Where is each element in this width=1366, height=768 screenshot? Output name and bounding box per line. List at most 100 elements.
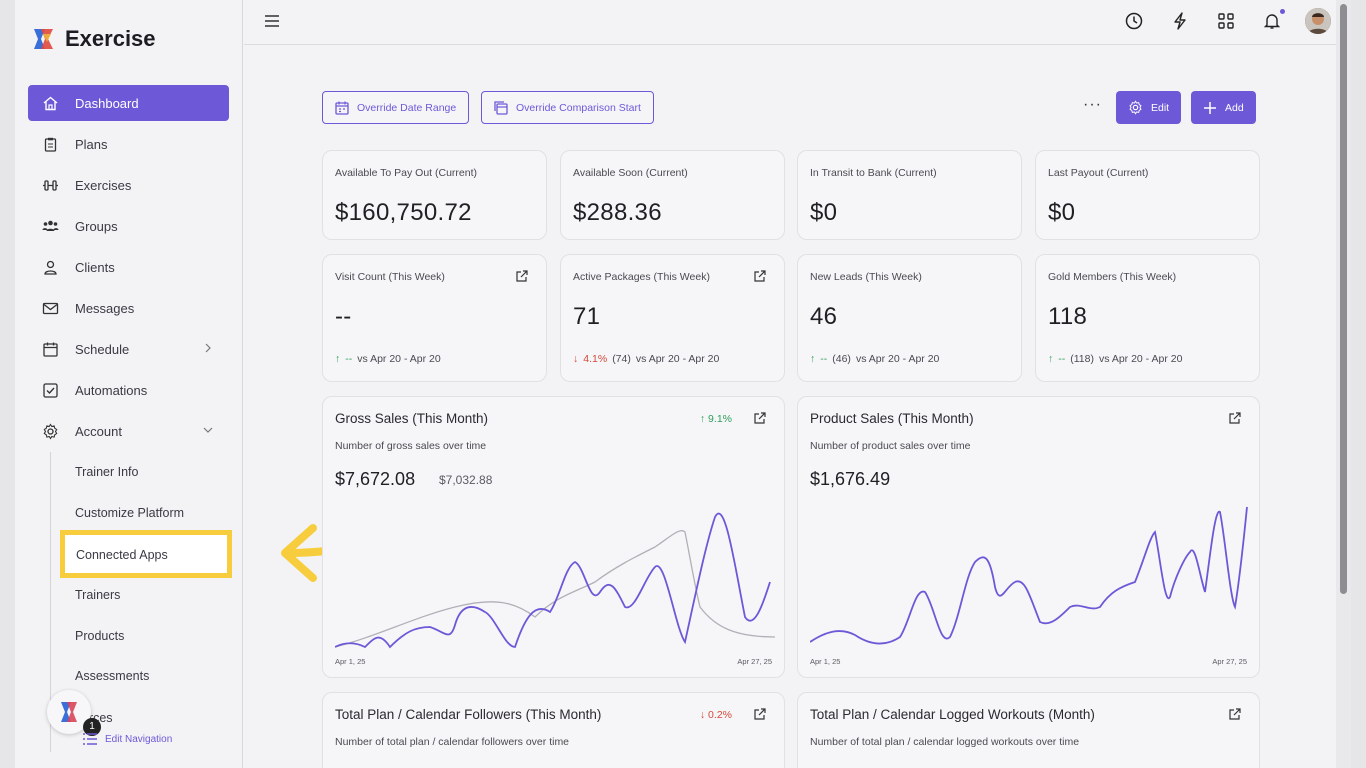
trend-row: ↑ -- (118) vs Apr 20 - Apr 20 <box>1048 353 1182 365</box>
chart-title: Product Sales (This Month) <box>810 411 974 426</box>
sidebar-item-groups[interactable]: Groups <box>28 208 229 244</box>
more-options-button[interactable]: ··· <box>1083 96 1102 113</box>
sidebar-item-automations[interactable]: Automations <box>28 372 229 408</box>
x-axis-end: Apr 27, 25 <box>737 657 772 666</box>
stat-card: Available Soon (Current) $288.36 <box>560 150 785 240</box>
sidebar-item-label: Clients <box>75 259 115 275</box>
trend-range: vs Apr 20 - Apr 20 <box>635 353 720 365</box>
sidebar-subitem-products[interactable]: Products <box>75 629 125 643</box>
list-icon <box>83 733 97 745</box>
stat-value: 118 <box>1048 303 1088 330</box>
add-button[interactable]: Add <box>1191 91 1256 124</box>
notification-badge: 1 <box>83 718 101 736</box>
sidebar-item-label: Automations <box>75 382 148 398</box>
arrow-up-icon: ↑ <box>1048 353 1054 365</box>
stat-value: $0 <box>1048 199 1076 226</box>
trend-row: ↑ -- vs Apr 20 - Apr 20 <box>335 353 441 365</box>
help-logo-icon <box>61 702 77 722</box>
arrow-up-icon: ↑ <box>335 353 341 365</box>
dumbbell-icon <box>42 177 59 194</box>
scrollbar[interactable] <box>1336 0 1351 768</box>
trend-range: vs Apr 20 - Apr 20 <box>1098 353 1183 365</box>
logged-workouts-card: Total Plan / Calendar Logged Workouts (M… <box>797 692 1260 768</box>
chart-title: Total Plan / Calendar Followers (This Mo… <box>335 707 602 722</box>
sidebar-item-label: Groups <box>75 218 118 234</box>
external-link-icon[interactable] <box>1228 412 1241 425</box>
button-label: Edit <box>1151 101 1170 114</box>
app-name: Exercise <box>65 26 156 51</box>
chart-compare-value: $7,032.88 <box>439 473 493 487</box>
external-link-icon[interactable] <box>753 412 766 425</box>
chart-subtitle: Number of gross sales over time <box>335 440 487 452</box>
button-label: Add <box>1225 101 1244 114</box>
stat-value: $160,750.72 <box>335 199 472 226</box>
plus-icon <box>1204 101 1216 114</box>
sidebar-item-exercises[interactable]: Exercises <box>28 167 229 203</box>
sidebar-subitem-assessments[interactable]: Assessments <box>75 669 150 683</box>
sidebar-item-schedule[interactable]: Schedule <box>28 331 229 367</box>
chart-value: $7,672.08 <box>335 469 416 489</box>
sidebar-subitem-customize-platform[interactable]: Customize Platform <box>75 506 185 520</box>
sidebar-subitem-trainer-info[interactable]: Trainer Info <box>75 465 139 479</box>
external-link-icon[interactable] <box>753 708 766 721</box>
menu-icon[interactable] <box>264 14 280 28</box>
sidebar-item-clients[interactable]: Clients <box>28 249 229 285</box>
bolt-icon[interactable] <box>1167 8 1193 34</box>
grid-icon[interactable] <box>1213 8 1239 34</box>
chevron-down-icon <box>203 427 213 433</box>
trend-pct: -- <box>1058 353 1066 365</box>
chart-subtitle: Number of total plan / calendar follower… <box>335 736 570 748</box>
clock-icon[interactable] <box>1121 8 1147 34</box>
stat-label: Last Payout (Current) <box>1048 167 1149 179</box>
stat-label: Gold Members (This Week) <box>1048 271 1177 283</box>
calendar-copy-icon <box>494 100 508 115</box>
avatar[interactable] <box>1305 8 1331 34</box>
gear-icon <box>42 422 59 440</box>
calendar-icon <box>42 341 59 358</box>
x-axis-start: Apr 1, 25 <box>335 657 366 666</box>
sidebar-subitem-connected-apps[interactable]: Connected Apps <box>60 530 232 578</box>
chart-subtitle: Number of total plan / calendar logged w… <box>810 736 1080 748</box>
chart-subtitle: Number of product sales over time <box>810 440 971 452</box>
override-comparison-start-button[interactable]: Override Comparison Start <box>481 91 654 124</box>
external-link-icon[interactable] <box>515 270 528 283</box>
sidebar-item-label: Messages <box>75 300 135 316</box>
sidebar-item-messages[interactable]: Messages <box>28 290 229 326</box>
arrow-down-icon: ↓ <box>573 353 579 365</box>
sidebar: Exercise Dashboard Plans Exercises Group… <box>15 0 243 768</box>
sidebar-item-label: Schedule <box>75 341 130 357</box>
chart-value: $1,676.49 <box>810 469 891 489</box>
sidebar-subitem-trainers[interactable]: Trainers <box>75 588 121 602</box>
sidebar-item-dashboard[interactable]: Dashboard <box>28 85 229 121</box>
help-launcher[interactable] <box>47 690 91 734</box>
trend-range: vs Apr 20 - Apr 20 <box>357 353 441 365</box>
stat-label: Visit Count (This Week) <box>335 271 445 283</box>
stat-label: Active Packages (This Week) <box>573 271 710 283</box>
override-date-range-button[interactable]: Override Date Range <box>322 91 470 124</box>
trend-pct: -- <box>820 353 828 365</box>
x-axis-start: Apr 1, 25 <box>810 657 841 666</box>
weekly-card: Active Packages (This Week) 71 ↓ 4.1% (74)… <box>560 254 785 382</box>
x-axis-end: Apr 27, 25 <box>1212 657 1247 666</box>
user-icon <box>42 259 59 276</box>
submenu-rail <box>50 452 51 752</box>
calendar-icon <box>335 101 349 115</box>
app-logo[interactable]: Exercise <box>31 26 156 52</box>
stat-value: $0 <box>810 199 838 226</box>
external-link-icon[interactable] <box>1228 708 1241 721</box>
sidebar-item-account[interactable]: Account <box>28 413 229 449</box>
sidebar-item-plans[interactable]: Plans <box>28 126 229 162</box>
edit-navigation-link[interactable]: Edit Navigation <box>83 733 172 745</box>
weekly-card: Gold Members (This Week) 118 ↑ -- (118) vs … <box>1035 254 1260 382</box>
bell-icon[interactable] <box>1259 8 1285 34</box>
trend-pct: -- <box>345 353 353 365</box>
stat-label: Available Soon (Current) <box>573 167 688 179</box>
trend-pct: 4.1% <box>583 353 608 365</box>
scrollbar-thumb[interactable] <box>1340 4 1347 594</box>
followers-card: Total Plan / Calendar Followers (This Mo… <box>322 692 785 768</box>
edit-button[interactable]: Edit <box>1116 91 1182 124</box>
sidebar-item-label: Account <box>75 423 122 439</box>
clipboard-icon <box>42 136 59 153</box>
stat-card: Last Payout (Current) $0 <box>1035 150 1260 240</box>
external-link-icon[interactable] <box>753 270 766 283</box>
